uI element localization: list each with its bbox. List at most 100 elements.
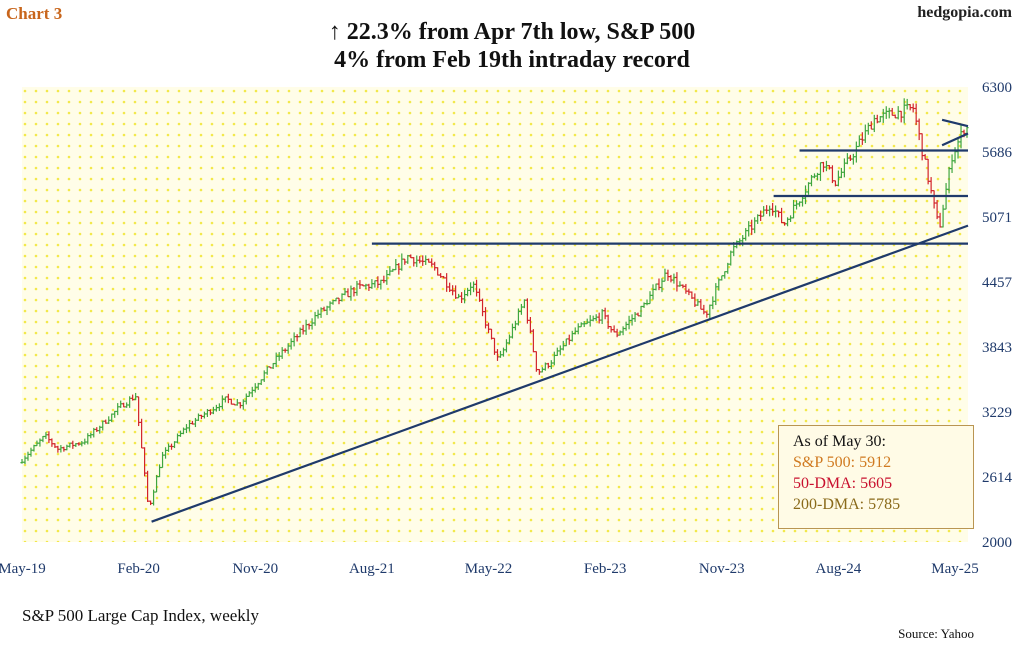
- ohlc-bar-down: [935, 200, 939, 220]
- ohlc-bar-up: [202, 411, 207, 419]
- ohlc-bar-down: [412, 257, 416, 267]
- ohlc-bar-down: [495, 349, 500, 361]
- ohlc-bar-up: [543, 362, 547, 371]
- ohlc-bar-up: [645, 299, 649, 306]
- ohlc-bar-up: [247, 391, 251, 397]
- ohlc-bar-up: [950, 154, 954, 173]
- ohlc-bar-down: [681, 284, 685, 289]
- ohlc-bar-up: [513, 320, 518, 331]
- ohlc-bar-up: [471, 281, 476, 293]
- ohlc-bar-up: [220, 395, 224, 410]
- ohlc-bar-up: [591, 315, 595, 322]
- ohlc-bar-up: [211, 406, 215, 415]
- ohlc-bar-down: [397, 263, 401, 275]
- ohlc-bar-up: [277, 352, 281, 361]
- ohlc-bar-up: [887, 107, 891, 119]
- ohlc-bar-down: [346, 288, 350, 298]
- ohlc-bar-up: [259, 379, 263, 385]
- ohlc-bar-up: [654, 283, 658, 291]
- x-tick-label: May-25: [931, 561, 979, 577]
- ohlc-bar-up: [80, 441, 84, 447]
- ohlc-bar-down: [421, 255, 425, 266]
- ohlc-bar-up: [101, 420, 105, 431]
- ohlc-bar-up: [582, 321, 586, 328]
- ohlc-bar-up: [349, 285, 353, 301]
- ohlc-bar-up: [313, 311, 317, 326]
- y-tick-label: 2000: [982, 535, 1012, 551]
- ohlc-bar-down: [436, 267, 440, 276]
- wedge-line: [941, 132, 969, 147]
- ohlc-bar-up: [854, 141, 858, 163]
- ohlc-bar-up: [947, 166, 951, 194]
- info-sp500: S&P 500: 5912: [793, 454, 892, 471]
- x-tick-label: May-22: [465, 561, 513, 577]
- ohlc-bar-up: [573, 327, 577, 335]
- ohlc-bar-down: [409, 254, 413, 259]
- ohlc-bar-up: [119, 400, 123, 408]
- ohlc-bar-down: [908, 104, 912, 111]
- ohlc-bar-up: [498, 350, 503, 358]
- ohlc-bar-down: [226, 393, 230, 404]
- ohlc-bar-up: [89, 432, 93, 439]
- ohlc-bar-down: [56, 445, 60, 453]
- ohlc-bar-up: [86, 433, 90, 445]
- ohlc-bar-up: [627, 315, 631, 330]
- ohlc-bar-up: [110, 413, 114, 423]
- ohlc-bar-down: [636, 312, 640, 317]
- ohlc-bar-up: [116, 403, 120, 416]
- ohlc-bar-up: [175, 433, 180, 444]
- ohlc-bar-down: [657, 278, 661, 291]
- ohlc-bar-down: [830, 165, 835, 184]
- ohlc-bar-down: [615, 328, 619, 338]
- ohlc-bar-down: [917, 118, 921, 141]
- ohlc-bar-up: [289, 338, 293, 350]
- ohlc-bar-up: [20, 459, 24, 464]
- ohlc-bar-down: [232, 403, 236, 406]
- ohlc-bar-up: [803, 185, 808, 205]
- ohlc-bar-up: [457, 293, 461, 299]
- ohlc-bar-up: [672, 273, 676, 284]
- ohlc-bar-down: [382, 275, 386, 284]
- x-tick-label: Feb-20: [117, 561, 160, 577]
- ohlc-bar-up: [756, 214, 760, 224]
- ohlc-bar-up: [298, 327, 302, 338]
- ohlc-bar-up: [373, 280, 377, 288]
- ohlc-bar-up: [292, 332, 296, 347]
- ohlc-bar-down: [477, 288, 482, 302]
- ohlc-bar-up: [540, 367, 544, 373]
- ohlc-bar-down: [403, 258, 407, 265]
- ohlc-bar-up: [160, 451, 165, 469]
- ohlc-bar-down: [537, 368, 541, 375]
- y-tick-label: 3843: [982, 340, 1012, 356]
- ohlc-bar-up: [576, 323, 580, 335]
- ohlc-bar-up: [340, 293, 344, 302]
- ohlc-bar-up: [504, 339, 509, 353]
- ohlc-bar-up: [328, 301, 332, 311]
- ohlc-bar-down: [609, 326, 613, 333]
- ohlc-bar-up: [355, 280, 359, 296]
- ohlc-bar-up: [151, 489, 156, 506]
- ohlc-bar-down: [690, 291, 694, 299]
- ohlc-bar-down: [448, 282, 452, 293]
- ohlc-bar-up: [364, 283, 368, 290]
- ohlc-bar-up: [205, 408, 210, 418]
- x-tick-label: Nov-20: [232, 561, 278, 577]
- ohlc-bar-up: [280, 347, 284, 359]
- ohlc-bar-up: [83, 438, 87, 445]
- ohlc-bar-up: [187, 420, 192, 432]
- ohlc-bar-up: [235, 398, 239, 406]
- ohlc-bar-down: [890, 107, 894, 116]
- ohlc-bar-up: [678, 281, 682, 287]
- ohlc-bar-down: [122, 402, 126, 408]
- ohlc-bar-up: [44, 432, 48, 439]
- ohlc-bar-up: [214, 404, 218, 412]
- ohlc-bar-up: [794, 200, 799, 210]
- ohlc-bar-up: [38, 438, 42, 447]
- ohlc-bar-down: [827, 165, 832, 170]
- ohlc-bar-up: [836, 170, 841, 187]
- ohlc-bar-down: [779, 207, 784, 224]
- ohlc-bar-up: [872, 114, 876, 133]
- ohlc-bar-up: [648, 291, 652, 305]
- ohlc-bar-down: [938, 212, 942, 228]
- ohlc-bar-up: [809, 174, 814, 187]
